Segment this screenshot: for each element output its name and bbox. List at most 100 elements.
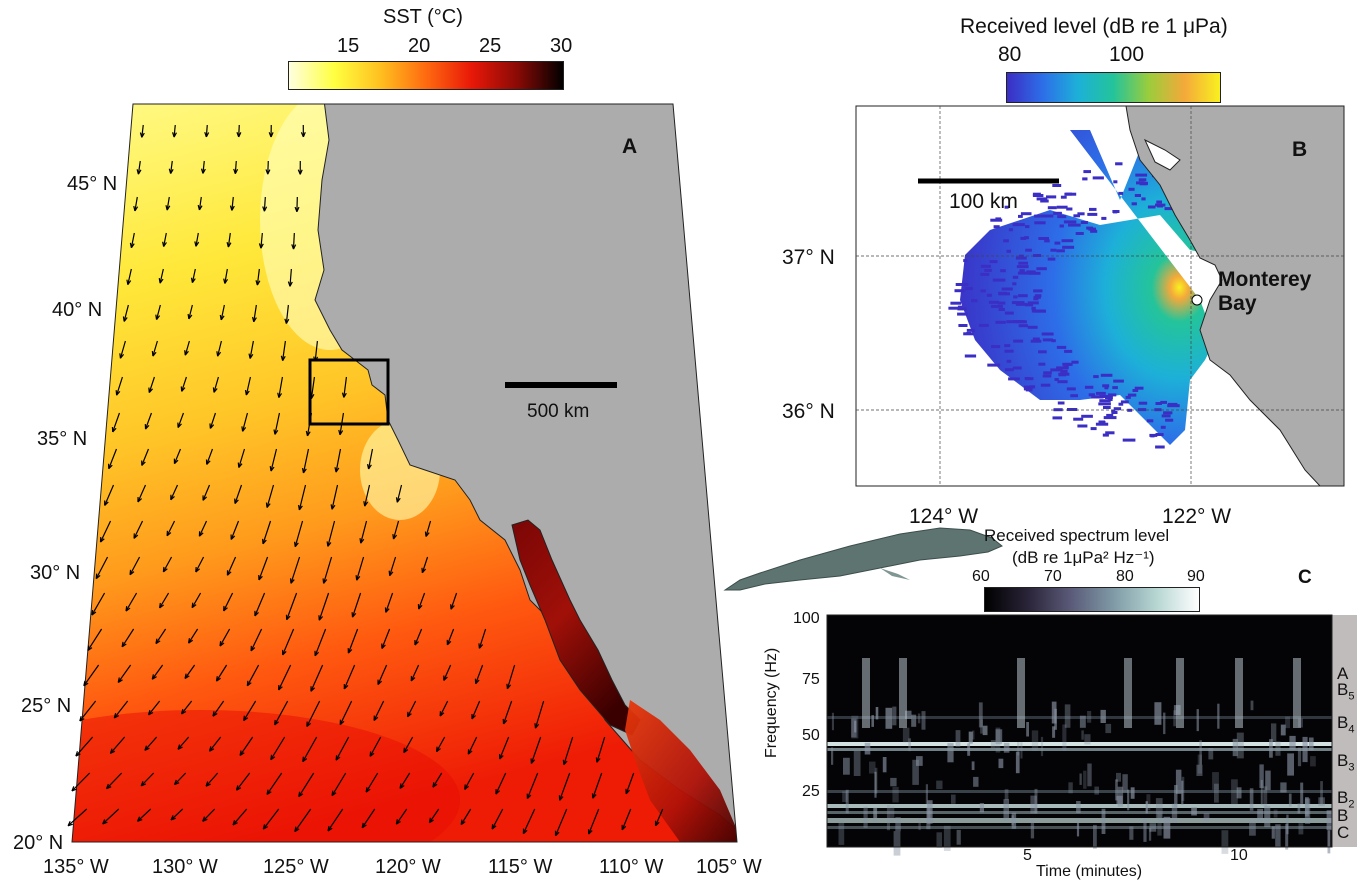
call-unit-b2: B2 xyxy=(1337,788,1355,811)
received-level-speck xyxy=(1099,395,1108,398)
lon-label-105w: 105° W xyxy=(696,856,762,878)
received-level-speck xyxy=(965,287,973,291)
monterey-bay-label: Monterey Bay xyxy=(1218,268,1311,316)
received-level-speck xyxy=(1050,248,1057,252)
call-pulse xyxy=(979,803,984,813)
received-level-speck xyxy=(1063,365,1069,369)
call-pulse xyxy=(925,784,928,805)
panel-letter-a: A xyxy=(622,135,638,158)
wind-arrow xyxy=(130,232,135,248)
call-pulse xyxy=(1004,789,1009,801)
wind-arrow xyxy=(262,808,280,830)
call-pulse xyxy=(1030,819,1035,839)
spectrum-colorbar xyxy=(984,587,1200,612)
received-level-speck xyxy=(1112,386,1118,390)
received-level-speck xyxy=(1054,378,1059,381)
wind-arrowhead xyxy=(187,313,193,320)
received-level-speck xyxy=(1115,162,1123,166)
wind-arrow xyxy=(418,592,426,610)
received-level-speck xyxy=(1136,181,1145,185)
wind-arrowhead xyxy=(587,829,593,835)
received-level-speck xyxy=(1012,366,1022,370)
call-pulse xyxy=(1087,763,1092,787)
received-level-speck xyxy=(1091,395,1104,399)
received-level-speck xyxy=(1103,416,1117,420)
sst-colorbar-title: SST (°C) xyxy=(383,6,463,28)
call-pulse xyxy=(1064,704,1071,728)
spec-tick-90: 90 xyxy=(1187,568,1205,585)
call-pulse xyxy=(1163,816,1171,839)
wind-arrowhead xyxy=(233,168,239,174)
wind-arrow xyxy=(212,700,225,717)
call-pulse xyxy=(1148,828,1152,841)
call-pulse xyxy=(1275,824,1281,848)
rl-tick-80: 80 xyxy=(998,43,1022,66)
received-level-speck xyxy=(1163,411,1173,415)
received-level-speck xyxy=(1013,295,1018,299)
wind-arrowhead xyxy=(250,645,256,652)
san-francisco-bay xyxy=(1143,138,1181,171)
received-level-speck xyxy=(1058,373,1066,377)
wind-arrow xyxy=(621,808,632,831)
received-level-speck xyxy=(1034,294,1042,298)
call-pulse xyxy=(1197,754,1202,774)
wind-arrow xyxy=(335,448,342,473)
call-pulse xyxy=(885,707,893,729)
call-pulse xyxy=(851,718,857,738)
wind-arrowhead xyxy=(194,241,200,247)
wind-arrowhead xyxy=(305,430,311,437)
wind-arrow xyxy=(71,772,91,792)
wind-arrowhead xyxy=(197,204,203,211)
wind-arrow xyxy=(159,592,170,609)
received-level-speck xyxy=(987,363,1001,367)
wind-arrow xyxy=(414,628,423,646)
wind-arrowhead xyxy=(467,749,473,755)
wind-arrowhead xyxy=(403,747,409,754)
wind-arrow xyxy=(137,160,141,175)
wind-arrowhead xyxy=(347,648,353,654)
wind-arrowhead xyxy=(526,793,532,800)
wind-arrow xyxy=(356,556,365,581)
wind-arrowhead xyxy=(255,280,261,286)
wind-arrow xyxy=(238,124,240,137)
wind-arrowhead xyxy=(339,719,345,726)
call-pulse xyxy=(893,831,901,856)
wind-arrowhead xyxy=(125,606,131,612)
call-pulse xyxy=(875,707,879,720)
call-pulse xyxy=(927,800,933,824)
wind-arrowhead xyxy=(230,534,236,540)
spec-tick-80: 80 xyxy=(1116,568,1134,585)
received-level-speck xyxy=(948,306,961,310)
y-tick-50: 50 xyxy=(802,727,820,744)
wind-arrow xyxy=(407,700,417,718)
wind-arrowhead xyxy=(254,610,259,617)
wind-arrowhead xyxy=(95,573,101,580)
wind-arrowhead xyxy=(162,566,168,573)
spectrum-colorbar-title-line2: (dB re 1μPa² Hz⁻¹) xyxy=(1012,548,1155,567)
wind-arrowhead xyxy=(282,649,287,656)
call-pulse xyxy=(1265,770,1271,791)
wind-arrow xyxy=(318,592,330,621)
wind-arrow xyxy=(205,124,208,137)
call-pulse xyxy=(1116,795,1123,805)
wind-arrowhead xyxy=(377,679,383,686)
wind-arrow xyxy=(234,160,237,174)
call-pulse xyxy=(1094,786,1099,795)
call-pulse xyxy=(1297,803,1301,814)
wind-arrow xyxy=(399,772,411,789)
wind-arrow xyxy=(310,664,324,692)
wind-arrow xyxy=(262,520,272,545)
wind-arrow xyxy=(106,772,123,790)
call-pulse xyxy=(886,805,890,831)
wind-arrowhead xyxy=(170,494,175,501)
call-pulse xyxy=(890,777,897,787)
wind-arrow xyxy=(410,664,420,682)
wind-arrowhead xyxy=(158,278,164,284)
call-pulse xyxy=(1145,801,1148,814)
received-level-speck xyxy=(1046,195,1057,199)
received-level-speck xyxy=(1084,385,1094,389)
call-pulse xyxy=(955,730,961,747)
a-unit-pulse xyxy=(1176,658,1184,728)
received-level-speck xyxy=(1147,205,1156,209)
received-level-speck xyxy=(1082,177,1088,181)
